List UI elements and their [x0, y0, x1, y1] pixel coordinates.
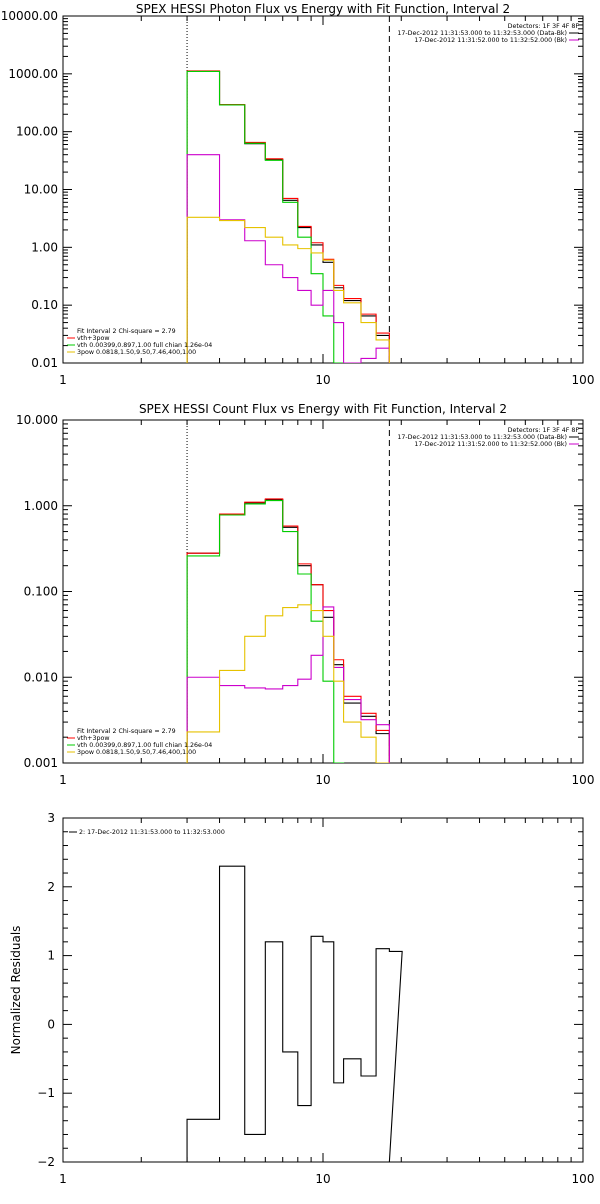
data-series-5: [186, 604, 390, 763]
panel-1: SPEX HESSI Photon Flux vs Energy with Fi…: [1, 2, 595, 387]
x-tick-label: 1: [59, 1172, 67, 1186]
panel-2: SPEX HESSI Count Flux vs Energy with Fit…: [16, 402, 595, 787]
y-tick-label: −1: [37, 1086, 55, 1100]
data-series-3: [186, 499, 390, 763]
y-tick-label: 0.001: [24, 756, 58, 770]
legend-entry: vth+3pow: [77, 735, 109, 742]
y-tick-label: 1.00: [31, 240, 58, 254]
data-series-5: [186, 216, 390, 363]
y-tick-label: 0: [47, 1017, 55, 1031]
legend-entry: 17-Dec-2012 11:31:52.000 to 11:32:52.000…: [414, 37, 567, 44]
y-tick-label: 10.000: [16, 413, 58, 427]
x-tick-label: 1: [59, 373, 67, 387]
x-tick-label: 10: [315, 373, 330, 387]
legend-entry: Detectors: 1F 3F 4F 8F: [508, 427, 580, 434]
legend: 2: 17-Dec-2012 11:31:53.000 to 11:32:53.…: [69, 829, 225, 836]
x-tick-label: 10: [315, 1172, 330, 1186]
y-axis-label: Normalized Residuals: [9, 926, 23, 1055]
legend-entry: vth 0.00399,0.897,1.00 full chian 1.26e-…: [77, 742, 212, 749]
y-tick-label: 0.10: [31, 298, 58, 312]
y-tick-label: 1.000: [24, 499, 58, 513]
legend-entry: 3pow 0.0818,1.50,9.50,7.46,400,1.00: [77, 349, 196, 356]
plot-frame: [62, 817, 584, 1163]
data-series-4: [186, 154, 390, 363]
y-tick-label: −2: [37, 1155, 55, 1169]
legend-entry: vth 0.00399,0.897,1.00 full chian 1.26e-…: [77, 342, 212, 349]
legend-entry: Fit Interval 2 Chi-square = 2.79: [77, 728, 176, 735]
chart-title: SPEX HESSI Count Flux vs Energy with Fit…: [139, 402, 507, 416]
y-tick-label: 0.010: [24, 670, 58, 684]
data-series-4: [186, 606, 390, 763]
legend-entry: 17-Dec-2012 11:31:52.000 to 11:32:52.000…: [414, 441, 567, 448]
series-group: [186, 865, 403, 1162]
x-tick-label: 100: [572, 1172, 595, 1186]
data-series-1: [186, 70, 390, 363]
y-tick-label: 1: [47, 949, 55, 963]
data-series-3: [186, 70, 390, 363]
data-series-1: [186, 865, 403, 1162]
legend: Fit Interval 2 Chi-square = 2.79vth+3pow…: [67, 328, 212, 356]
x-tick-label: 100: [572, 373, 595, 387]
y-tick-label: 10000.00: [1, 9, 58, 23]
y-tick-label: 100.00: [16, 125, 58, 139]
legend-entry: Detectors: 1F 3F 4F 8F: [508, 23, 580, 30]
x-tick-label: 1: [59, 773, 67, 787]
y-tick-label: 2: [47, 880, 55, 894]
x-tick-label: 10: [315, 773, 330, 787]
chart-title: SPEX HESSI Photon Flux vs Energy with Fi…: [136, 2, 510, 16]
legend: Fit Interval 2 Chi-square = 2.79vth+3pow…: [67, 728, 212, 756]
y-tick-label: 3: [47, 811, 55, 825]
y-tick-label: 0.01: [31, 356, 58, 370]
data-series-2: [186, 498, 390, 763]
y-tick-label: 1000.00: [8, 67, 58, 81]
panel-3: 1 10 100 −2 −1 0 1 2 3 Normalized Residuals 2: 17-…: [9, 811, 594, 1186]
data-series-2: [186, 70, 390, 363]
series-group: [186, 498, 390, 763]
y-tick-label: 0.100: [24, 585, 58, 599]
legend-entry: 17-Dec-2012 11:31:53.000 to 11:32:53.000…: [397, 434, 567, 441]
legend-entry: vth+3pow: [77, 335, 109, 342]
x-tick-label: 100: [572, 773, 595, 787]
y-tick-label: 10.00: [24, 183, 58, 197]
legend-entry: 17-Dec-2012 11:31:53.000 to 11:32:53.000…: [397, 30, 567, 37]
series-group: [186, 70, 390, 363]
legend-entry: Fit Interval 2 Chi-square = 2.79: [77, 328, 176, 335]
legend-entry: 2: 17-Dec-2012 11:31:53.000 to 11:32:53.…: [79, 829, 225, 836]
data-series-1: [186, 499, 390, 763]
legend-entry: 3pow 0.0818,1.50,9.50,7.46,400,1.00: [77, 749, 196, 756]
